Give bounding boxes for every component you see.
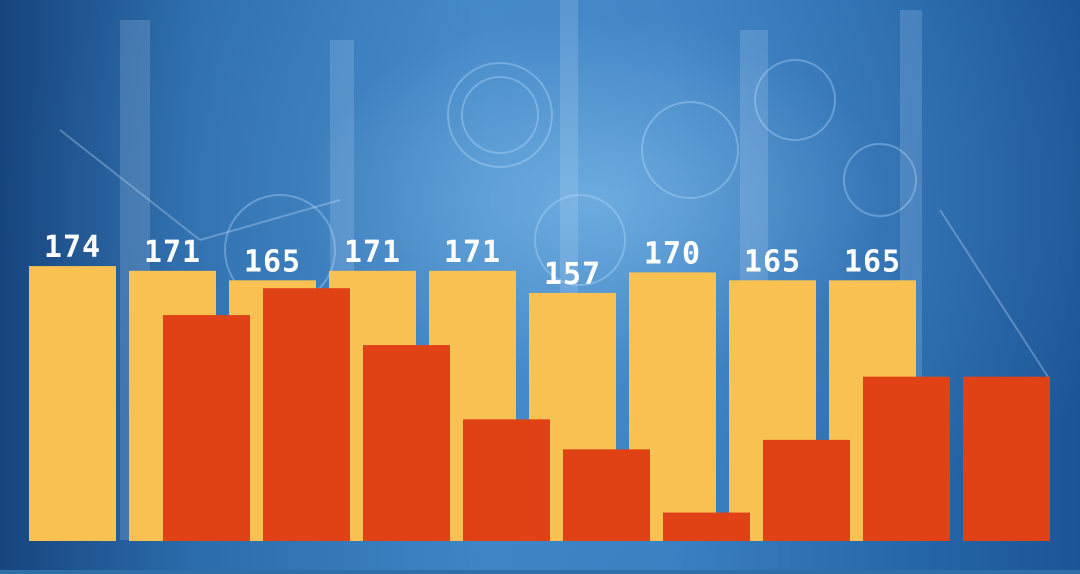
data-label-4: 171 [344, 235, 401, 270]
data-label-2: 171 [144, 235, 201, 270]
bar-series2-6 [563, 449, 650, 541]
data-label-7: 170 [644, 236, 701, 271]
bar-series2-3 [263, 288, 350, 541]
data-label-5: 171 [444, 235, 501, 270]
bar-series2-10 [963, 376, 1050, 541]
bar-series2-2 [163, 315, 250, 541]
data-label-1: 174 [44, 230, 101, 265]
data-label-3: 165 [244, 244, 301, 279]
data-label-9: 165 [844, 244, 901, 279]
bar-series2-8 [763, 439, 850, 541]
bar-series2-4 [363, 345, 450, 541]
bar-series2-7 [663, 512, 750, 541]
bar-series1-1 [29, 266, 116, 541]
bar-series2-9 [863, 376, 950, 541]
data-label-8: 165 [744, 244, 801, 279]
data-label-6: 157 [544, 257, 601, 292]
bar-series2-5 [463, 419, 550, 541]
